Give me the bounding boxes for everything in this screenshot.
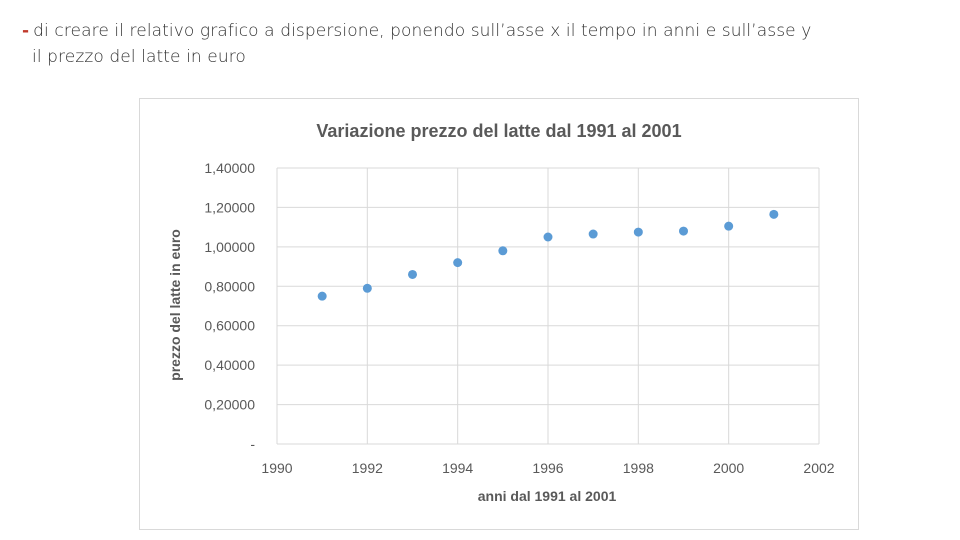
slide-text-line-2: il prezzo del latte in euro [32,47,246,67]
data-point [588,229,598,239]
slide-text-line-1-content: di creare il relativo grafico a dispersi… [33,21,812,41]
data-point [408,269,417,279]
slide-text: - di creare il relativo grafico a dispers… [22,18,942,70]
data-points [317,209,779,301]
chart-frame: Variazione prezzo del latte dal 1991 al … [139,98,859,530]
x-tick-label: 1992 [352,460,383,476]
x-tick-label: 2000 [713,460,744,476]
y-tick-label: 1,20000 [204,199,255,215]
data-point [498,246,508,256]
data-point [724,221,734,231]
bullet-dash: - [22,21,30,41]
y-tick-label: 0,60000 [204,318,255,334]
y-axis-title: prezzo del latte in euro [167,229,183,381]
y-tick-label: 0,40000 [204,357,255,373]
chart-title: Variazione prezzo del latte dal 1991 al … [316,121,681,141]
data-point [543,232,553,242]
data-point [317,291,327,301]
y-tick-label: - [250,436,255,452]
y-tick-label: 1,00000 [204,239,255,255]
grid-lines [276,167,820,445]
y-axis-tick-labels: - 0,20000 0,40000 0,60000 0,80000 1,00000 1,20… [204,160,255,452]
x-tick-label: 1996 [532,460,563,476]
scatter-chart: Variazione prezzo del latte dal 1991 al … [167,121,835,504]
data-point [362,283,372,293]
y-tick-label: 0,80000 [204,278,255,294]
x-tick-label: 1994 [442,460,473,476]
x-axis-title: anni dal 1991 al 2001 [478,488,617,504]
x-axis-tick-labels: 1990 1992 1994 1996 1998 2000 2002 [261,460,834,476]
slide-text-line-1: - di creare il relativo grafico a dispers… [22,18,942,44]
y-tick-label: 1,40000 [204,160,255,176]
y-tick-label: 0,20000 [204,397,255,413]
data-point [633,227,643,237]
data-point [679,226,688,236]
data-point [769,209,779,219]
data-point [453,258,463,268]
x-tick-label: 2002 [803,460,834,476]
x-tick-label: 1990 [261,460,292,476]
x-tick-label: 1998 [623,460,654,476]
